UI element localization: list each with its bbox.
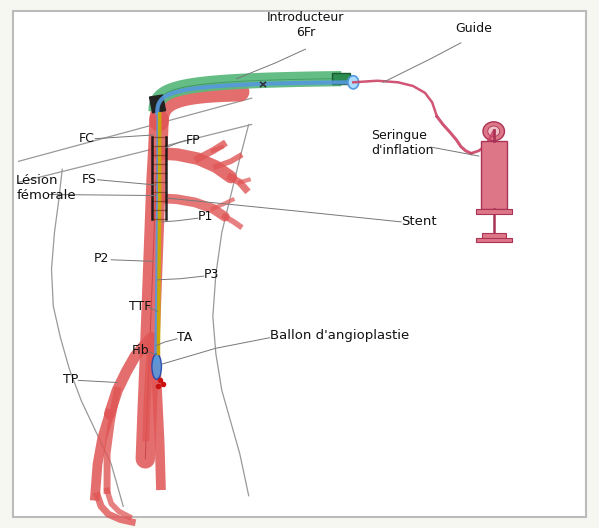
- Circle shape: [488, 126, 500, 137]
- Ellipse shape: [152, 354, 162, 379]
- Text: Seringue
d'inflation: Seringue d'inflation: [371, 129, 434, 157]
- Text: TTF: TTF: [129, 299, 152, 313]
- Text: P1: P1: [198, 210, 213, 223]
- Text: Fib: Fib: [132, 344, 150, 357]
- Text: Guide: Guide: [455, 22, 492, 35]
- Text: TP: TP: [63, 373, 78, 386]
- Text: TA: TA: [177, 331, 192, 344]
- Text: FC: FC: [78, 132, 94, 145]
- Text: Stent: Stent: [401, 215, 437, 229]
- Text: Lésion
fémorale: Lésion fémorale: [16, 174, 76, 202]
- Bar: [150, 95, 165, 112]
- Circle shape: [483, 122, 504, 141]
- Text: Ballon d'angioplastie: Ballon d'angioplastie: [270, 328, 409, 342]
- Text: FS: FS: [81, 173, 96, 186]
- Bar: [482, 233, 506, 240]
- Ellipse shape: [348, 76, 359, 89]
- Bar: [332, 73, 350, 84]
- Text: P2: P2: [93, 252, 108, 265]
- Bar: [480, 141, 507, 209]
- Bar: [476, 209, 512, 214]
- Text: FP: FP: [186, 134, 201, 147]
- Text: Introducteur
6Fr: Introducteur 6Fr: [267, 11, 344, 39]
- Text: P3: P3: [204, 268, 219, 281]
- Bar: [476, 238, 512, 242]
- FancyBboxPatch shape: [13, 11, 586, 517]
